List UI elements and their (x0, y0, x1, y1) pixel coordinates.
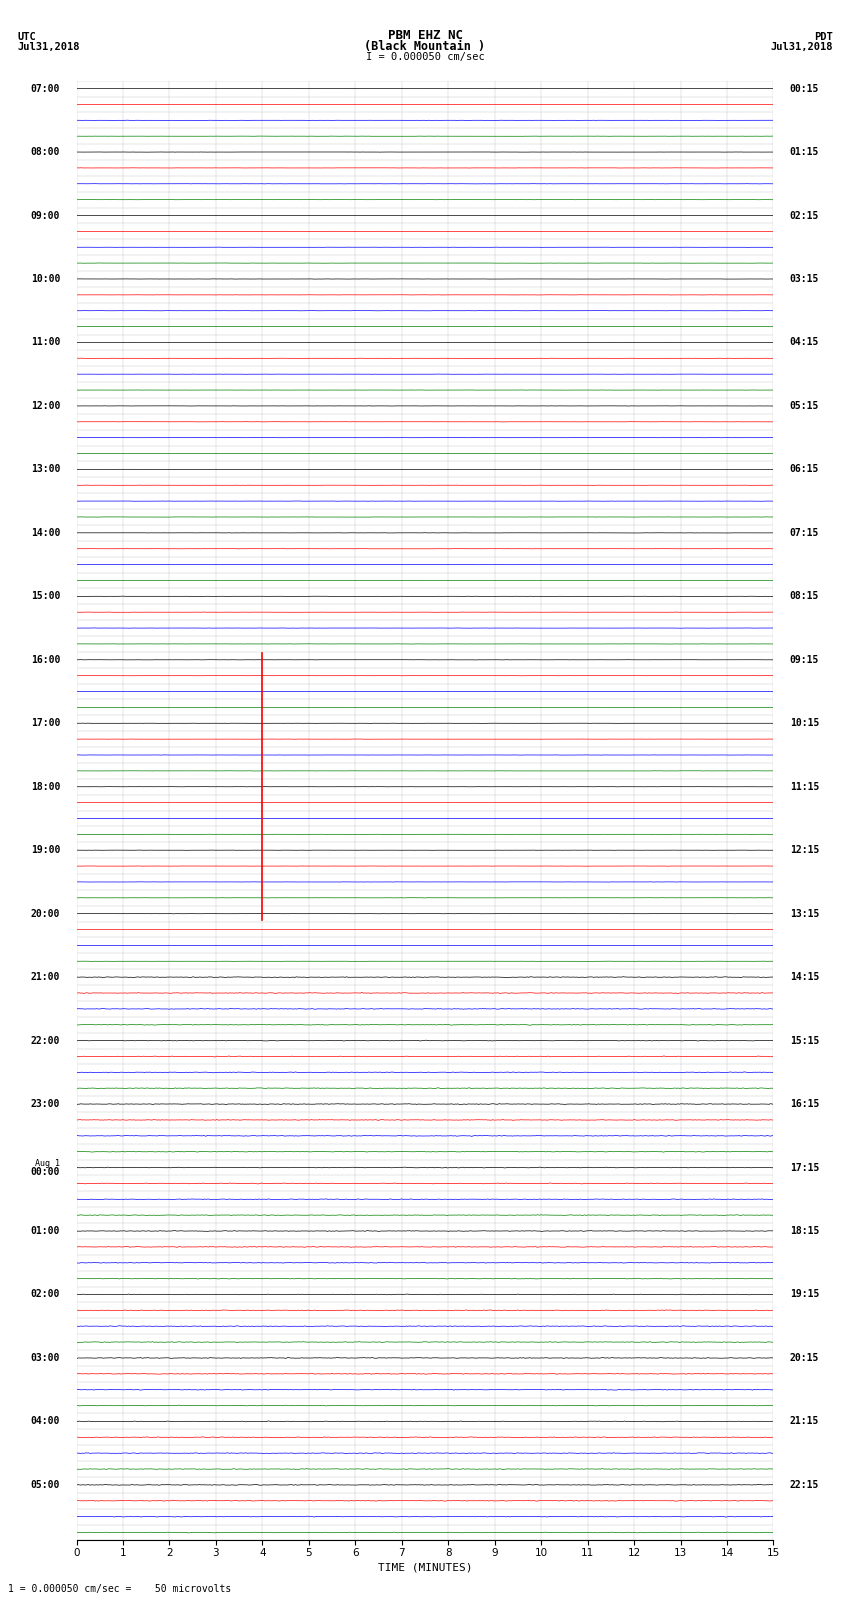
Text: 06:15: 06:15 (790, 465, 819, 474)
Text: Jul31,2018: Jul31,2018 (17, 42, 80, 52)
Text: 12:00: 12:00 (31, 402, 60, 411)
Text: 18:15: 18:15 (790, 1226, 819, 1236)
Text: 05:00: 05:00 (31, 1479, 60, 1490)
Text: I = 0.000050 cm/sec: I = 0.000050 cm/sec (366, 52, 484, 61)
Text: 22:00: 22:00 (31, 1036, 60, 1045)
Text: 02:00: 02:00 (31, 1289, 60, 1300)
Text: 00:15: 00:15 (790, 84, 819, 94)
Text: 02:15: 02:15 (790, 211, 819, 221)
Text: 11:00: 11:00 (31, 337, 60, 347)
Text: 19:00: 19:00 (31, 845, 60, 855)
Text: PBM EHZ NC: PBM EHZ NC (388, 29, 462, 42)
X-axis label: TIME (MINUTES): TIME (MINUTES) (377, 1563, 473, 1573)
Text: 21:00: 21:00 (31, 973, 60, 982)
Text: 13:00: 13:00 (31, 465, 60, 474)
Text: 18:00: 18:00 (31, 782, 60, 792)
Text: 13:15: 13:15 (790, 908, 819, 919)
Text: (Black Mountain ): (Black Mountain ) (365, 40, 485, 53)
Text: 04:15: 04:15 (790, 337, 819, 347)
Text: 22:15: 22:15 (790, 1479, 819, 1490)
Text: Jul31,2018: Jul31,2018 (770, 42, 833, 52)
Text: 01:00: 01:00 (31, 1226, 60, 1236)
Text: 17:15: 17:15 (790, 1163, 819, 1173)
Text: 16:15: 16:15 (790, 1098, 819, 1110)
Text: 03:00: 03:00 (31, 1353, 60, 1363)
Text: 01:15: 01:15 (790, 147, 819, 156)
Text: 1 = 0.000050 cm/sec =    50 microvolts: 1 = 0.000050 cm/sec = 50 microvolts (8, 1584, 232, 1594)
Text: 10:00: 10:00 (31, 274, 60, 284)
Text: 05:15: 05:15 (790, 402, 819, 411)
Text: 07:15: 07:15 (790, 527, 819, 537)
Text: 09:15: 09:15 (790, 655, 819, 665)
Text: 14:15: 14:15 (790, 973, 819, 982)
Text: 15:00: 15:00 (31, 592, 60, 602)
Text: 17:00: 17:00 (31, 718, 60, 727)
Text: 20:15: 20:15 (790, 1353, 819, 1363)
Text: 20:00: 20:00 (31, 908, 60, 919)
Text: Aug 1: Aug 1 (35, 1160, 60, 1168)
Text: 19:15: 19:15 (790, 1289, 819, 1300)
Text: 15:15: 15:15 (790, 1036, 819, 1045)
Text: 08:15: 08:15 (790, 592, 819, 602)
Text: 11:15: 11:15 (790, 782, 819, 792)
Text: 04:00: 04:00 (31, 1416, 60, 1426)
Text: 03:15: 03:15 (790, 274, 819, 284)
Text: 00:00: 00:00 (31, 1166, 60, 1176)
Text: PDT: PDT (814, 32, 833, 42)
Text: 16:00: 16:00 (31, 655, 60, 665)
Text: 09:00: 09:00 (31, 211, 60, 221)
Text: 23:00: 23:00 (31, 1098, 60, 1110)
Text: 07:00: 07:00 (31, 84, 60, 94)
Text: 12:15: 12:15 (790, 845, 819, 855)
Text: 21:15: 21:15 (790, 1416, 819, 1426)
Text: 10:15: 10:15 (790, 718, 819, 727)
Text: 08:00: 08:00 (31, 147, 60, 156)
Text: UTC: UTC (17, 32, 36, 42)
Text: 14:00: 14:00 (31, 527, 60, 537)
